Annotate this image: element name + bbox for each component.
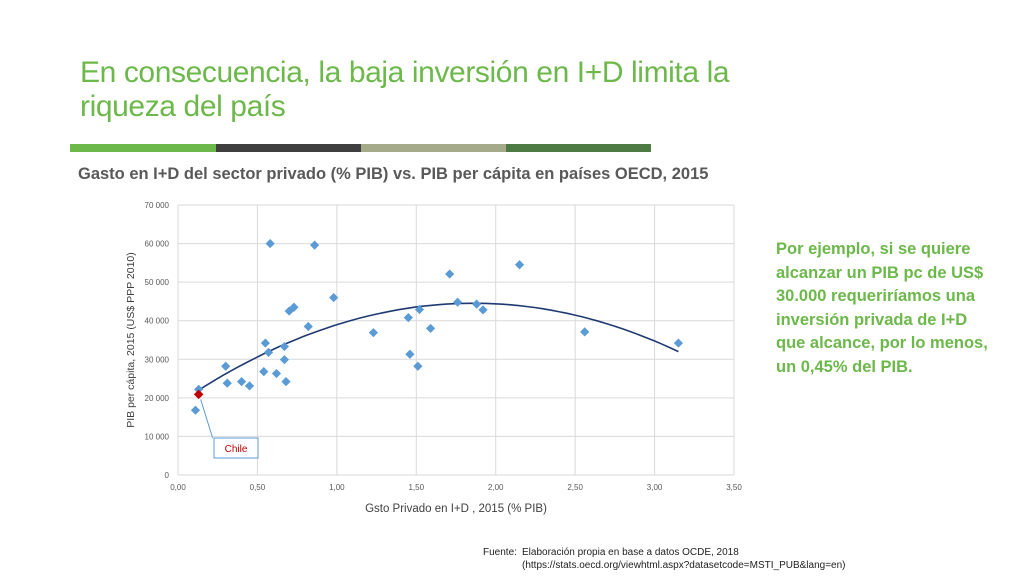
title-rule-segment-3 — [361, 144, 506, 152]
y-tick-label: 30 000 — [145, 355, 170, 364]
data-point — [414, 304, 425, 315]
source-label: Fuente: — [483, 547, 517, 558]
data-point — [413, 361, 423, 371]
data-point — [221, 361, 231, 371]
title-rule-segment-1 — [70, 144, 216, 152]
data-point — [279, 355, 290, 365]
data-point — [445, 269, 455, 279]
chart-title: Gasto en I+D del sector privado (% PIB) … — [78, 165, 709, 183]
callout-leader — [200, 399, 214, 439]
data-point — [514, 260, 525, 270]
data-point — [265, 238, 275, 249]
y-tick-label: 70 000 — [145, 201, 170, 210]
explanatory-note: Por ejemplo, si se quiere alcanzar un PI… — [776, 240, 988, 376]
callout-box — [213, 437, 259, 459]
y-tick-label: 50 000 — [145, 278, 170, 287]
x-tick-label: 3,50 — [726, 483, 742, 492]
data-point — [478, 305, 488, 315]
y-tick-label: 20 000 — [145, 394, 170, 403]
slide-title: En consecuencia, la baja inversión en I+… — [80, 56, 730, 123]
data-point — [190, 405, 201, 415]
scatter-chart: 0 10 000 20 000 30 000 40 000 50 000 60 000 70 … — [125, 201, 742, 515]
data-point — [368, 328, 378, 338]
x-tick-label: 2,50 — [567, 483, 583, 492]
data-point — [405, 349, 415, 359]
data-point — [673, 338, 683, 348]
x-tick-label: 1,50 — [408, 483, 424, 492]
data-point — [222, 378, 232, 388]
x-axis-label: Gsto Privado en I+D , 2015 (% PIB) — [365, 503, 547, 515]
data-point — [263, 347, 274, 357]
data-point — [244, 381, 255, 391]
source-line-1: Elaboración propia en base a datos OCDE,… — [522, 547, 739, 558]
data-point — [403, 313, 413, 323]
x-tick-label: 2,00 — [488, 483, 504, 492]
chile-point — [193, 389, 204, 400]
x-tick-label: 3,00 — [647, 483, 663, 492]
y-tick-label: 10 000 — [145, 432, 170, 441]
data-point — [260, 338, 270, 348]
chile-label: Chile — [225, 444, 248, 455]
source-line-2: (https://stats.oecd.org/viewhtml.aspx?da… — [522, 560, 846, 571]
y-tick-label: 60 000 — [145, 240, 170, 249]
trend-line — [198, 302, 679, 391]
data-point — [259, 367, 269, 377]
y-axis-label: PIB per cápita, 2015 (US$ PPP 2010) — [125, 252, 137, 428]
y-tick-label: 0 — [165, 471, 170, 480]
data-point — [580, 327, 590, 337]
data-point — [310, 240, 320, 250]
x-tick-label: 1,00 — [329, 483, 345, 492]
data-point — [281, 377, 291, 387]
data-point — [271, 368, 282, 379]
y-tick-label: 40 000 — [145, 317, 170, 326]
title-rule-segment-2 — [216, 144, 361, 152]
data-point — [236, 377, 247, 387]
data-point — [303, 321, 313, 332]
data-point — [472, 299, 482, 309]
data-point — [452, 297, 463, 307]
data-point — [425, 323, 436, 334]
x-tick-label: 0,00 — [170, 483, 186, 492]
data-point — [329, 292, 339, 303]
title-rule-segment-4 — [506, 144, 651, 152]
data-point — [194, 384, 204, 394]
x-tick-label: 0,50 — [250, 483, 266, 492]
